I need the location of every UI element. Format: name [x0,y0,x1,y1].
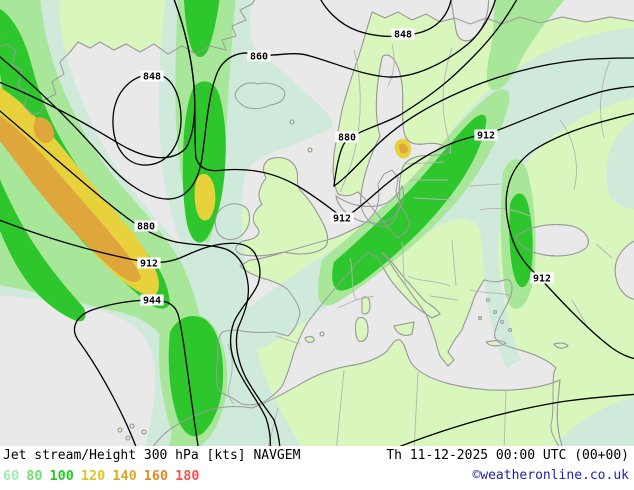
jet-stream-map: 848 848 860 880 880 912 912 912 912 944 [0,0,634,446]
contour-label-bg [137,257,161,269]
contour-labels: 848 848 860 880 880 912 912 912 912 944 [134,28,554,307]
legend-value-160: 160 [143,468,169,484]
contour-label: 912 [140,259,158,270]
contour-912-turkey [505,112,634,360]
legend-value-180: 180 [175,468,200,484]
copyright: ©weatheronline.co.uk [472,468,629,483]
contour-label-bg [140,70,164,82]
country-borders [227,43,613,446]
contour-label-bg [247,50,271,62]
contour-label-bg [330,212,354,224]
contour-label-bg [530,272,554,284]
contour-label-bg [140,294,164,306]
legend-value-140: 140 [112,468,137,484]
contour-880-norway [333,0,634,188]
contour-label: 912 [533,274,551,285]
contour-label: 912 [333,214,351,225]
map-datetime: Th 11-12-2025 00:00 UTC (00+00) [386,448,629,463]
contour-label: 848 [394,30,412,41]
legend-value-120: 120 [80,468,106,484]
contour-912-west [0,219,272,446]
contour-label-bg [335,131,359,143]
wind-speed-legend: 60 80 100 120 140 160 180 [3,468,206,484]
legend-value-100: 100 [49,468,74,484]
contour-label-bg [474,129,498,141]
map-title: Jet stream/Height 300 hPa [kts] NAVGEM [3,448,301,463]
contour-label: 860 [250,52,268,63]
caption-bar: Jet stream/Height 300 hPa [kts] NAVGEM T… [0,446,634,490]
legend-value-60: 60 [3,468,20,484]
legend-value-80: 80 [26,468,43,484]
contour-label: 880 [137,222,155,233]
contour-848-trough [320,0,452,38]
contour-label: 912 [477,131,495,142]
contour-label: 848 [143,72,161,83]
map-area: 848 848 860 880 880 912 912 912 912 944 [0,0,634,446]
contour-944 [73,299,199,446]
contour-860 [0,0,496,200]
jet-shading-140 [0,115,408,282]
contour-label-bg [391,28,415,40]
contour-label: 880 [338,133,356,144]
contour-880-west [0,110,281,446]
contour-label: 944 [143,296,161,307]
contour-bottom-right [399,393,634,446]
contour-label-bg [134,220,158,232]
contour-848-low [112,73,182,166]
